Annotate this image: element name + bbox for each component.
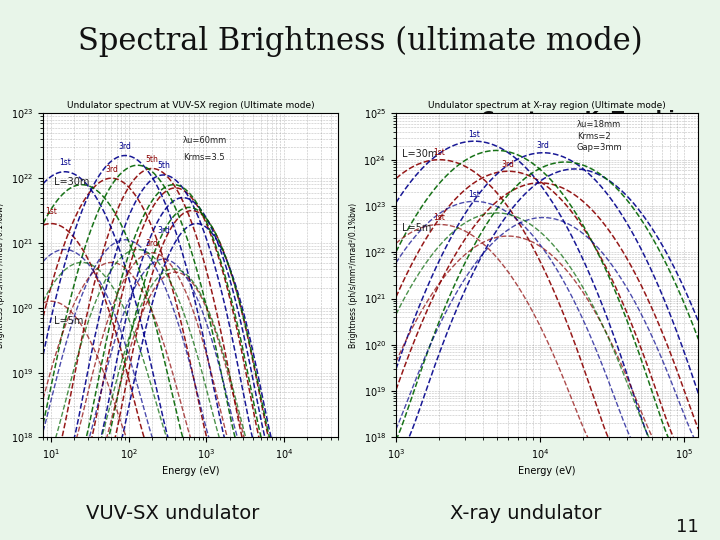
Text: 1st: 1st — [433, 148, 445, 157]
Text: Spectral Brightness (ultimate mode): Spectral Brightness (ultimate mode) — [78, 26, 642, 57]
Text: Gap=3mm: Gap=3mm — [577, 144, 622, 152]
Text: 1st: 1st — [433, 213, 445, 222]
Text: 1st: 1st — [45, 207, 57, 216]
Text: λu=60mm: λu=60mm — [183, 136, 228, 145]
Text: 3rd: 3rd — [157, 226, 170, 235]
Text: L=30m: L=30m — [402, 150, 437, 159]
Text: λu=18mm: λu=18mm — [577, 120, 621, 129]
Text: VUV-SX undulator: VUV-SX undulator — [86, 504, 259, 523]
Text: 1st: 1st — [469, 190, 480, 199]
Text: 1st: 1st — [59, 158, 71, 167]
Text: 11: 11 — [675, 517, 698, 536]
Y-axis label: Brightness (ph/s/mm²/mrad²/0.1%bw): Brightness (ph/s/mm²/mrad²/0.1%bw) — [0, 203, 5, 348]
Text: X-ray undulator: X-ray undulator — [450, 504, 601, 523]
Text: L=5m: L=5m — [54, 316, 84, 326]
Title: Undulator spectrum at X-ray region (Ultimate mode): Undulator spectrum at X-ray region (Ulti… — [428, 101, 666, 110]
Text: L=30m: L=30m — [54, 177, 89, 187]
Text: 3rd: 3rd — [105, 165, 118, 174]
Text: Krms=2: Krms=2 — [577, 132, 611, 141]
Text: 5th: 5th — [157, 161, 170, 171]
Text: Courtesy: K. Tsuchiya: Courtesy: K. Tsuchiya — [481, 110, 698, 128]
X-axis label: Energy (eV): Energy (eV) — [162, 467, 220, 476]
Text: Krms=3.5: Krms=3.5 — [183, 153, 225, 162]
Title: Undulator spectrum at VUV-SX region (Ultimate mode): Undulator spectrum at VUV-SX region (Ult… — [67, 101, 315, 110]
Text: 3rd: 3rd — [502, 160, 515, 168]
Text: 3rd: 3rd — [536, 141, 549, 150]
Text: 3rd: 3rd — [119, 142, 132, 151]
X-axis label: Energy (eV): Energy (eV) — [518, 467, 576, 476]
Text: 5th: 5th — [145, 155, 158, 164]
Text: L=5m: L=5m — [402, 224, 431, 233]
Text: 3rd: 3rd — [145, 239, 158, 248]
Y-axis label: Brightness (ph/s/mm²/mrad²/0.1%bw): Brightness (ph/s/mm²/mrad²/0.1%bw) — [349, 203, 358, 348]
Text: 1st: 1st — [469, 130, 480, 139]
